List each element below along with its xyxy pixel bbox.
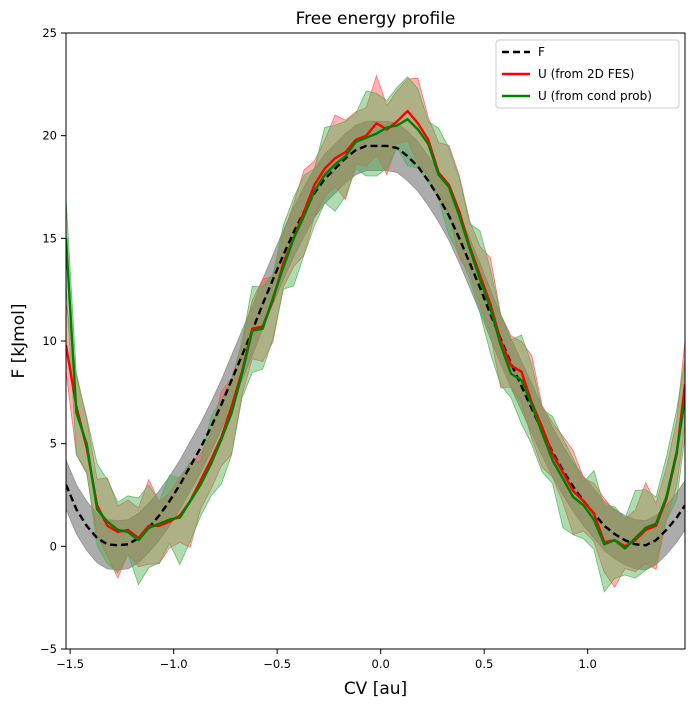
line-u-from-cond-prob-	[66, 118, 685, 550]
y-tick-label: 10	[42, 334, 57, 348]
series-lines	[66, 109, 685, 550]
legend-label: U (from cond prob)	[538, 89, 652, 103]
legend: F U (from 2D FES) U (from cond prob)	[495, 39, 680, 109]
x-tick-label: 1.0	[579, 657, 597, 671]
y-tick-label: −5	[40, 642, 57, 656]
legend-box	[495, 39, 680, 109]
band-u-from-2d-fes-	[66, 74, 685, 589]
y-axis-ticks: −5 0 5 10 15 20 25	[40, 26, 66, 656]
x-tick-label: 0.0	[372, 657, 390, 671]
line-u-from-2d-fes-	[66, 109, 685, 548]
legend-label: F	[538, 45, 545, 59]
y-tick-label: 25	[42, 26, 57, 40]
x-tick-label: −1.5	[56, 657, 84, 671]
x-tick-label: −0.5	[263, 657, 291, 671]
legend-label: U (from 2D FES)	[538, 67, 635, 81]
band-u-from-cond-prob-	[66, 76, 685, 593]
y-tick-label: 5	[50, 437, 57, 451]
y-tick-label: 0	[50, 539, 57, 553]
y-axis-title: F [kJmol]	[9, 304, 29, 379]
x-tick-label: −1.0	[160, 657, 188, 671]
y-tick-label: 20	[42, 129, 57, 143]
x-axis-ticks: −1.5 −1.0 −0.5 0.0 0.5 1.0	[56, 649, 597, 671]
chart-title: Free energy profile	[296, 9, 456, 29]
x-tick-label: 0.5	[475, 657, 493, 671]
x-axis-title: CV [au]	[344, 679, 407, 699]
y-tick-label: 15	[42, 231, 57, 245]
